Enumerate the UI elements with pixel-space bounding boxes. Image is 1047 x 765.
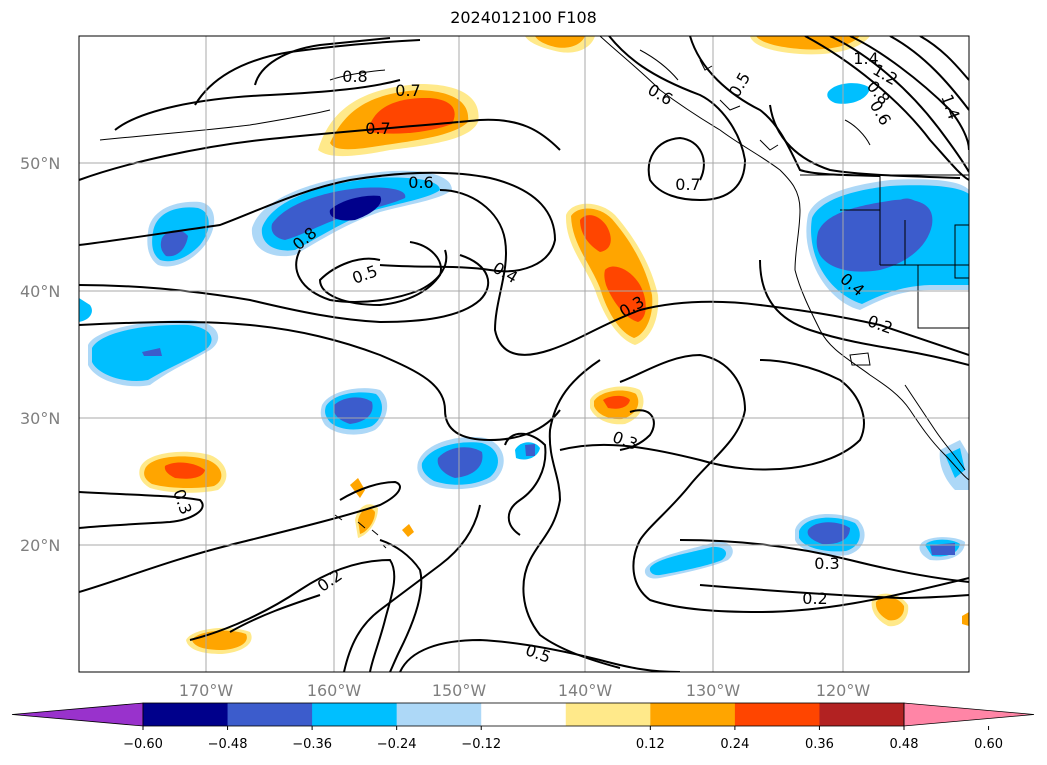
- contour-label: 0.7: [365, 119, 390, 138]
- colorbar-segment: [312, 703, 398, 726]
- anomaly-shading: [79, 36, 969, 654]
- lon-label: 130°W: [686, 681, 741, 700]
- lon-label: 120°W: [816, 681, 871, 700]
- colorbar-segment: [227, 703, 313, 726]
- colorbar-segment: [481, 703, 567, 726]
- colorbar-tick-label: −0.12: [461, 737, 501, 752]
- colorbar-segment: [650, 703, 736, 726]
- colorbar-tick-label: 0.12: [636, 737, 665, 752]
- plot-border: [78, 35, 970, 673]
- colorbar-tick-label: 0.48: [890, 737, 919, 752]
- colorbar-tick-label: −0.36: [292, 737, 332, 752]
- colorbar-tick-label: −0.48: [208, 737, 248, 752]
- lat-label: 50°N: [20, 154, 60, 173]
- contour-label: 1.4: [853, 49, 878, 68]
- colorbar-outline: [142, 702, 905, 727]
- colorbar-tick-label: −0.60: [123, 737, 163, 752]
- contour-lines: [79, 36, 969, 672]
- gridlines: [79, 36, 969, 672]
- colorbar-tick-label: 0.60: [974, 737, 1003, 752]
- colorbar-extend-high: [903, 702, 1035, 727]
- contour-label: 0.8: [342, 67, 367, 86]
- lon-label: 150°W: [432, 681, 487, 700]
- lon-label: 140°W: [558, 681, 613, 700]
- colorbar: −0.60 −0.48 −0.36 −0.24 −0.12 0.12 0.24 0.36 0.4…: [11, 702, 1035, 752]
- colorbar-segment: [734, 703, 820, 726]
- colorbar-segment: [143, 703, 229, 726]
- longitude-axis: 170°W 160°W 150°W 140°W 130°W 120°W: [179, 681, 871, 700]
- lon-label: 160°W: [307, 681, 362, 700]
- colorbar-segment: [396, 703, 482, 726]
- lat-label: 40°N: [20, 282, 60, 301]
- lon-label: 170°W: [179, 681, 234, 700]
- contour-label: 0.6: [408, 173, 433, 192]
- contour-label: 0.7: [395, 81, 420, 100]
- colorbar-tick-label: 0.36: [805, 737, 834, 752]
- colorbar-segment: [819, 703, 905, 726]
- colorbar-tick-label: −0.24: [377, 737, 417, 752]
- colorbar-extend-low: [11, 702, 144, 727]
- colorbar-tick-label: 0.24: [720, 737, 749, 752]
- lat-label: 20°N: [20, 536, 60, 555]
- colorbar-segment: [565, 703, 651, 726]
- contour-label: 0.3: [814, 554, 839, 573]
- latitude-axis: 50°N 40°N 30°N 20°N: [20, 154, 60, 555]
- map-title: 2024012100 F108: [450, 8, 597, 27]
- coastline: [99, 36, 969, 549]
- lat-label: 30°N: [20, 409, 60, 428]
- contour-label: 0.2: [802, 589, 827, 608]
- contour-label: 0.7: [675, 175, 700, 194]
